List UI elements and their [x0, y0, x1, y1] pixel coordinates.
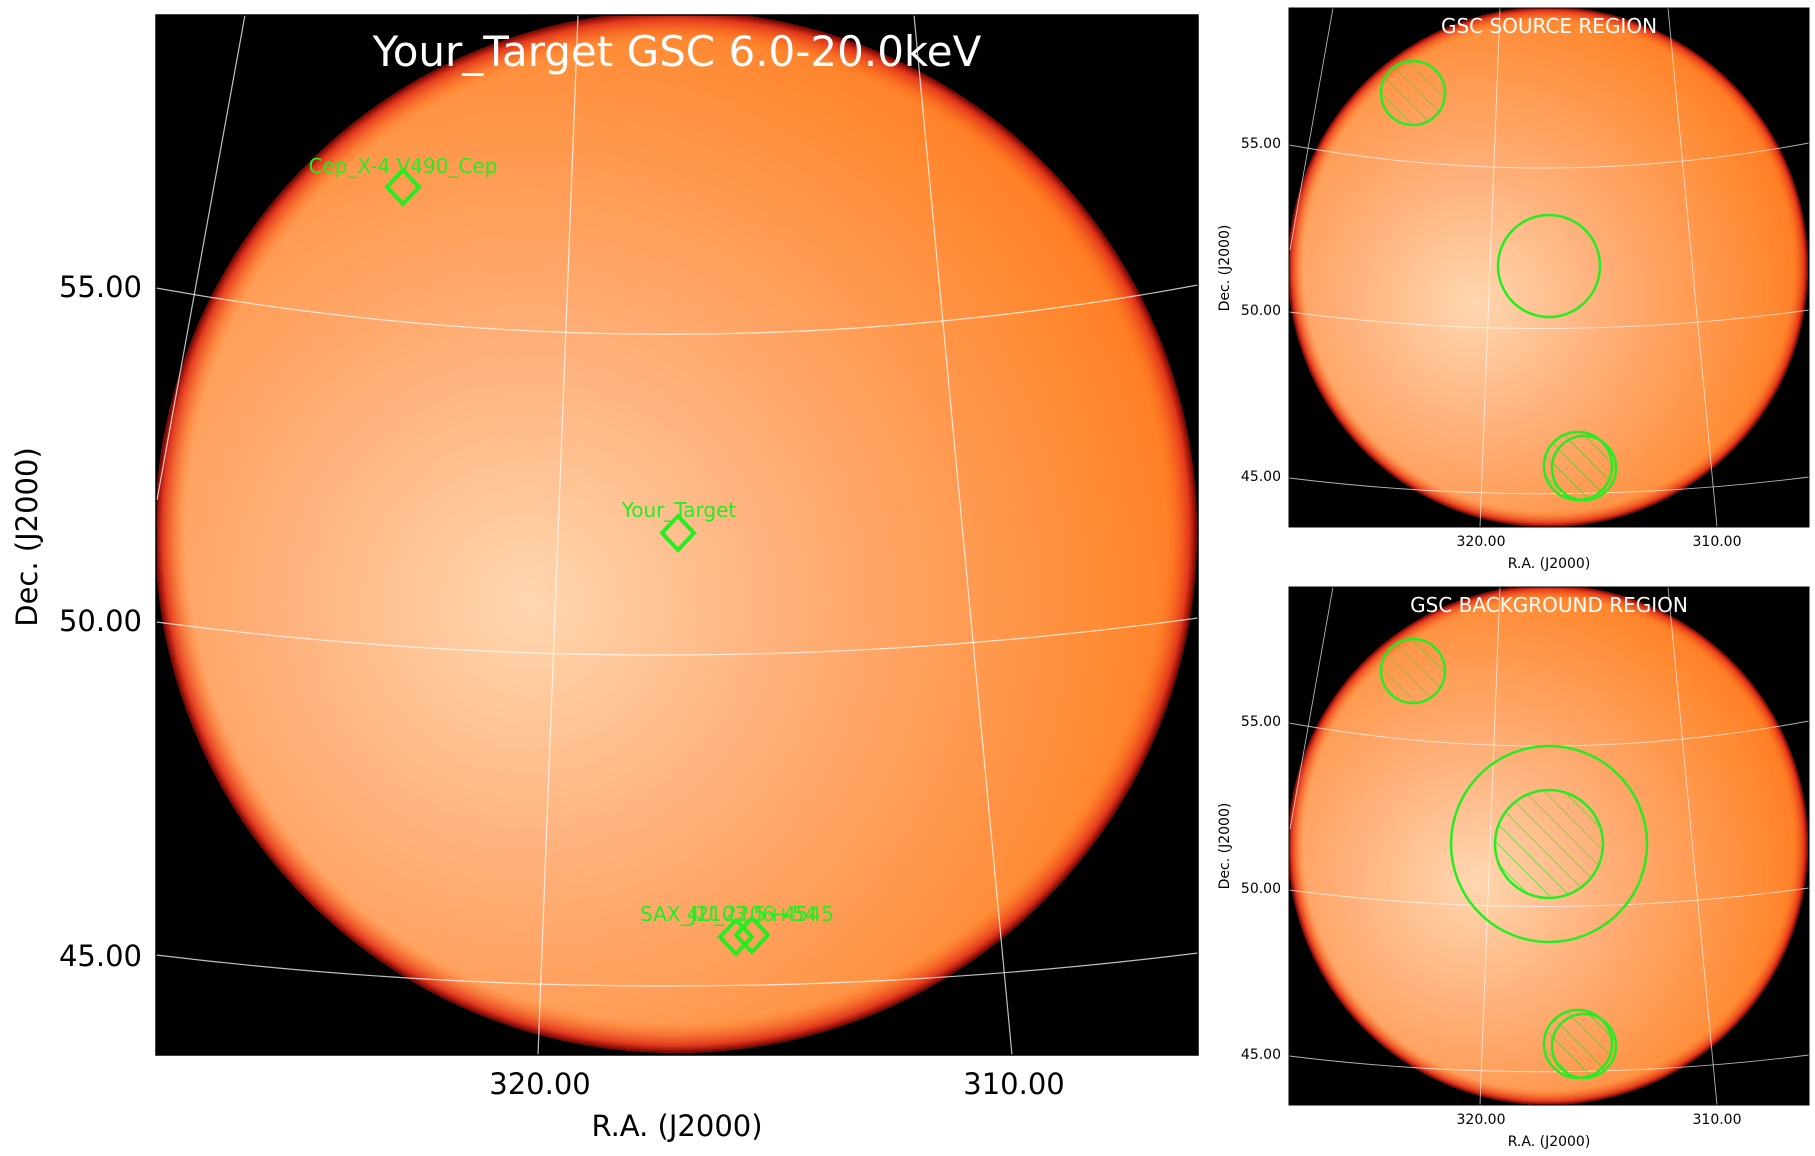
main-source-markers [384, 167, 771, 957]
source-frame-border [1288, 7, 1810, 528]
source-y-tick-50: 50.00 [1241, 303, 1281, 319]
main-y-tick-45: 45.00 [59, 939, 142, 973]
main-x-axis-label: R.A. (J2000) [591, 1109, 762, 1143]
background-grid-ra-320 [1479, 587, 1501, 1105]
source-label-4u-2206: 4U_2206+54 [687, 902, 817, 926]
background-coordinate-grid [1289, 587, 1809, 1105]
main-title: Your_Target GSC 6.0-20.0keV [372, 27, 982, 76]
background-exclusion-circle-cep[interactable] [1379, 637, 1447, 705]
source-marker-sax-j2103[interactable] [717, 917, 755, 957]
background-regions [1379, 637, 1649, 1080]
background-x-axis-label: R.A. (J2000) [1508, 1134, 1591, 1150]
background-y-tick-50: 50.00 [1241, 881, 1281, 897]
main-coordinate-grid [156, 15, 1198, 1055]
source-y-tick-55: 55.00 [1241, 136, 1281, 152]
background-grid-dec-45 [1289, 1054, 1809, 1073]
main-x-tick-310: 310.00 [963, 1067, 1064, 1101]
source-label-your-target: Your_Target [621, 498, 737, 522]
background-annulus-outer[interactable] [1449, 744, 1649, 944]
source-y-tick-45: 45.00 [1241, 469, 1281, 485]
source-label-sax-j2103: SAX_J2103.5+4545 [640, 902, 834, 926]
main-y-axis-label: Dec. (J2000) [10, 447, 44, 627]
source-region-panel: GSC SOURCE REGION 55.00 50.00 45.00 320.… [1217, 7, 1810, 572]
main-grid-dec-45 [156, 952, 1198, 987]
background-annulus-inner[interactable] [1493, 788, 1605, 900]
source-marker-4u-2206[interactable] [733, 915, 771, 955]
background-x-tick-310: 310.00 [1693, 1112, 1742, 1128]
source-x-axis-label: R.A. (J2000) [1508, 556, 1591, 572]
main-y-tick-55: 55.00 [59, 270, 142, 304]
background-y-axis-label: Dec. (J2000) [1217, 803, 1233, 890]
main-grid-dec-50 [156, 617, 1198, 656]
main-x-tick-320: 320.00 [489, 1067, 590, 1101]
source-grid-dec-50 [1289, 309, 1809, 329]
source-region-circle[interactable] [1496, 213, 1602, 319]
main-grid-ra-330 [156, 15, 246, 501]
background-region-panel: GSC BACKGROUND REGION 55.00 50.00 45.00 … [1217, 586, 1810, 1150]
background-frame-border [1288, 586, 1810, 1106]
main-y-tick-50: 50.00 [59, 604, 142, 638]
background-grid-dec-50 [1289, 887, 1809, 907]
background-grid-ra-330 [1289, 587, 1334, 830]
main-grid-dec-55 [156, 284, 1198, 335]
source-grid-ra-320 [1479, 8, 1501, 527]
source-grid-dec-55 [1289, 142, 1809, 169]
background-panel-title: GSC BACKGROUND REGION [1410, 593, 1688, 617]
source-grid-ra-330 [1289, 8, 1334, 251]
source-label-cep-x4: Cep_X-4 V490_Cep [309, 154, 498, 178]
background-grid-ra-310 [1667, 587, 1718, 1105]
main-disk-edge [156, 15, 1197, 1053]
source-grid-ra-310 [1667, 8, 1718, 527]
main-panel: Cep_X-4 V490_Cep Your_Target SAX_J2103.5… [10, 14, 1199, 1143]
source-exclusion-circle-cep[interactable] [1379, 59, 1447, 127]
source-marker-your-target[interactable] [659, 513, 697, 553]
background-x-tick-320: 320.00 [1457, 1112, 1506, 1128]
source-coordinate-grid [1289, 8, 1809, 527]
background-y-tick-45: 45.00 [1241, 1047, 1281, 1063]
background-y-tick-55: 55.00 [1241, 714, 1281, 730]
main-grid-ra-310 [913, 15, 1013, 1055]
source-marker-cep-x4[interactable] [384, 167, 422, 207]
main-grid-ra-320 [537, 15, 579, 1055]
source-exclusion-circle-4u[interactable] [1550, 434, 1618, 502]
source-grid-dec-45 [1289, 476, 1809, 495]
source-panel-title: GSC SOURCE REGION [1441, 14, 1657, 38]
source-x-tick-310: 310.00 [1693, 534, 1742, 550]
source-regions [1379, 59, 1618, 502]
background-exclusion-circle-4u[interactable] [1550, 1012, 1618, 1080]
main-frame-border [155, 14, 1199, 1056]
source-x-tick-320: 320.00 [1457, 534, 1506, 550]
source-disk-edge [1289, 8, 1808, 527]
source-y-axis-label: Dec. (J2000) [1217, 225, 1233, 312]
